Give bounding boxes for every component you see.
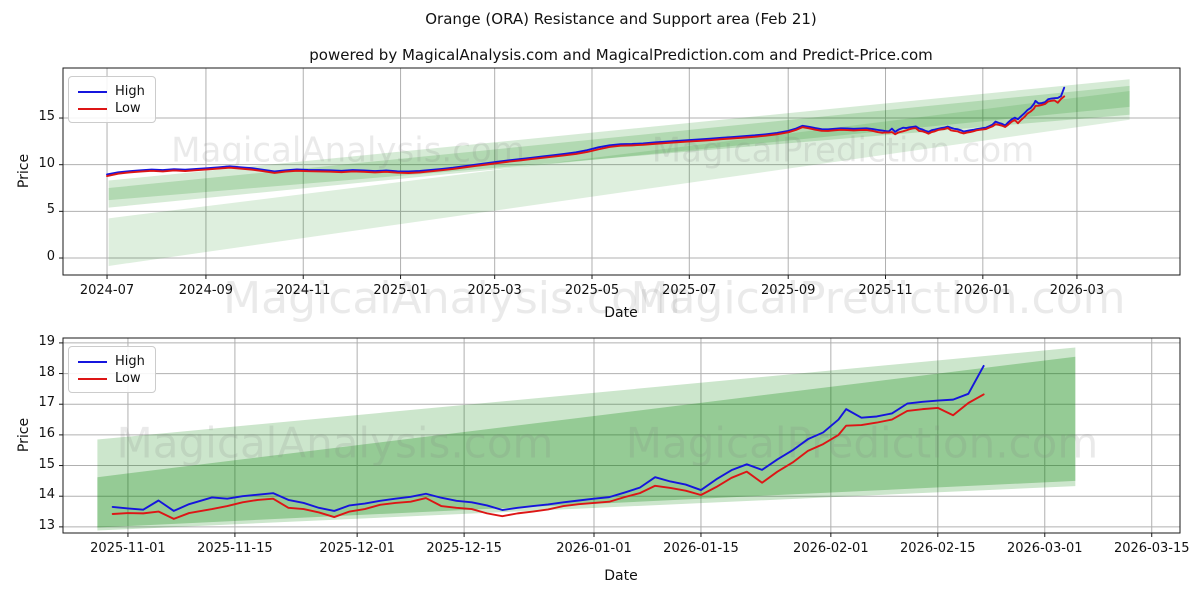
watermark-text: MagicalAnalysis.com xyxy=(117,419,554,468)
support-resistance-band xyxy=(108,90,1130,266)
high-series-line xyxy=(106,86,1066,176)
x-axis-label-top: Date xyxy=(604,305,638,321)
x-tick-label: 2025-12-01 xyxy=(319,541,395,556)
y-tick-label: 15 xyxy=(38,109,55,125)
high-line-swatch xyxy=(78,360,107,363)
support-resistance-band xyxy=(97,347,1076,531)
watermark-text: MagicalPrediction.com xyxy=(631,273,1126,324)
x-tick-label: 2026-01-15 xyxy=(663,541,739,556)
x-tick-label: 2024-09 xyxy=(178,283,234,298)
x-tick-label: 2024-11 xyxy=(276,283,331,298)
y-tick-label: 15 xyxy=(38,456,55,472)
x-tick-label: 2026-03-15 xyxy=(1113,541,1190,556)
y-tick-label: 17 xyxy=(38,395,55,411)
x-tick-label: 2025-01 xyxy=(373,283,428,298)
x-tick-label: 2026-02-01 xyxy=(793,541,869,556)
x-tick-label: 2026-03 xyxy=(1049,283,1105,298)
x-tick-label: 2025-09 xyxy=(761,283,816,298)
chart-title: Orange (ORA) Resistance and Support area… xyxy=(425,10,817,28)
x-tick-label: 2025-11-01 xyxy=(90,541,166,556)
legend-top: High Low xyxy=(68,76,156,123)
y-tick-label: 5 xyxy=(46,202,55,218)
x-tick-label: 2025-03 xyxy=(467,283,522,298)
y-tick-label: 14 xyxy=(38,487,55,503)
y-tick-label: 13 xyxy=(38,517,55,533)
high-series-line xyxy=(111,364,985,512)
x-tick-label: 2026-03-01 xyxy=(1006,541,1083,556)
legend-label-low: Low xyxy=(115,371,141,386)
support-resistance-band xyxy=(97,356,1076,528)
legend-label-low: Low xyxy=(115,101,141,116)
legend-entry-low: Low xyxy=(78,100,155,117)
axes-spine xyxy=(62,67,1181,276)
watermark-text: MagicalPrediction.com xyxy=(626,419,1099,468)
y-tick-label: 0 xyxy=(46,249,55,264)
x-tick-label: 2026-01 xyxy=(955,283,1010,298)
x-tick-label: 2025-05 xyxy=(564,283,620,298)
x-tick-label: 2026-01-01 xyxy=(556,541,632,556)
x-tick-label: 2025-12-15 xyxy=(426,541,502,556)
low-series-line xyxy=(106,95,1066,178)
x-tick-label: 2025-11-15 xyxy=(197,541,273,556)
legend-label-high: High xyxy=(115,354,145,369)
chart-subtitle: powered by MagicalAnalysis.com and Magic… xyxy=(309,46,933,64)
watermark-text: MagicalAnalysis.com xyxy=(171,131,525,171)
low-line-swatch xyxy=(78,377,107,380)
x-axis-label-bottom: Date xyxy=(604,568,638,584)
legend-entry-low: Low xyxy=(78,370,155,387)
y-tick-label: 18 xyxy=(38,364,55,380)
x-tick-label: 2026-02-15 xyxy=(900,541,976,556)
legend-bottom: High Low xyxy=(68,346,156,393)
x-tick-label: 2024-07 xyxy=(79,283,135,298)
legend-entry-high: High xyxy=(78,83,155,100)
axes-spine xyxy=(62,337,1181,534)
y-tick-label: 16 xyxy=(38,425,55,441)
x-tick-label: 2025-07 xyxy=(662,283,717,298)
high-line-swatch xyxy=(78,90,107,93)
low-series-line xyxy=(111,393,985,520)
y-tick-label: 19 xyxy=(38,333,55,349)
low-line-swatch xyxy=(78,107,107,110)
x-tick-label: 2025-11 xyxy=(858,283,913,298)
y-tick-label: 10 xyxy=(38,155,55,171)
legend-entry-high: High xyxy=(78,353,155,370)
watermark-text: MagicalPrediction.com xyxy=(652,131,1035,171)
watermark-text: MagicalAnalysis.com xyxy=(223,273,681,324)
legend-label-high: High xyxy=(115,84,145,99)
